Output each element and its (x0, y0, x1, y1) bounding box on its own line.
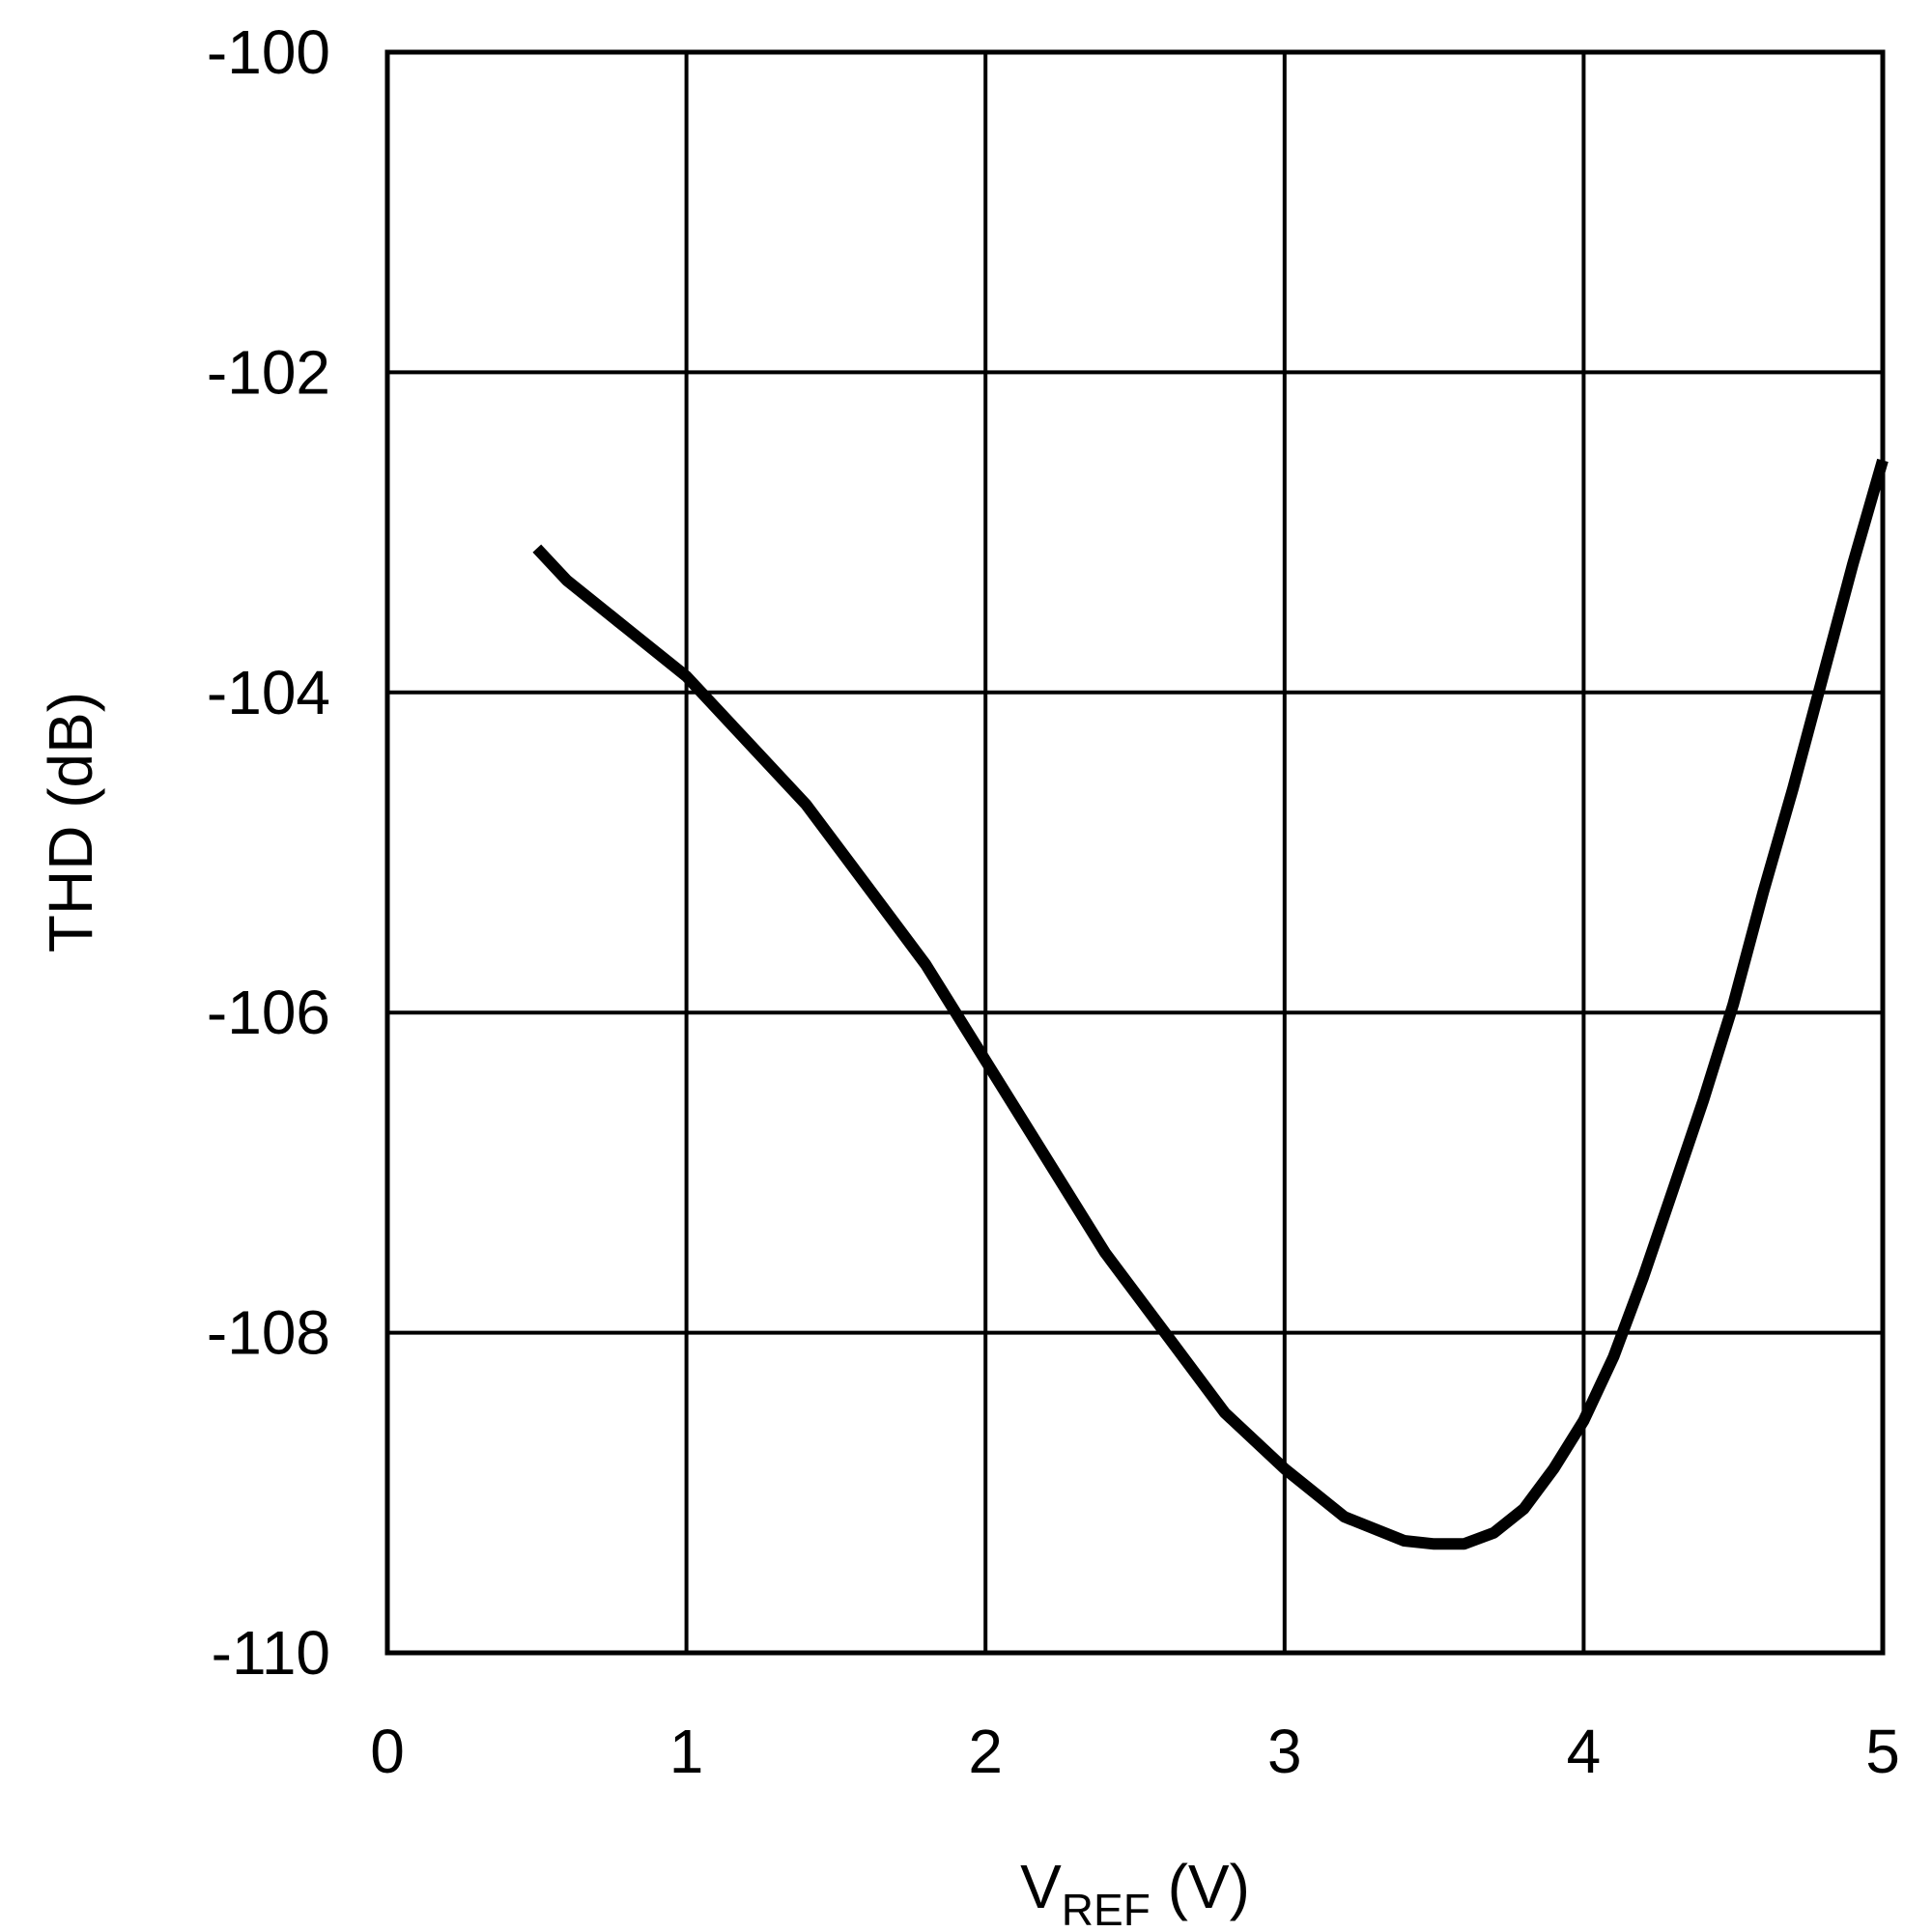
x-tick-label: 2 (968, 1717, 1003, 1786)
x-tick-label: 3 (1267, 1717, 1302, 1786)
y-tick-label: -108 (207, 1298, 330, 1368)
series-line (532, 458, 1889, 1550)
y-tick-label: -106 (207, 978, 330, 1047)
plot-frame (384, 49, 1886, 1656)
y-tick-label: -110 (212, 1618, 330, 1688)
x-tick-label: 5 (1865, 1717, 1900, 1786)
y-tick-labels: -100 -102 -104 -106 -108 -110 (207, 17, 330, 1688)
y-axis-label: THD (dB) (36, 692, 105, 952)
y-tick-label: -102 (207, 337, 330, 407)
x-tick-label: 4 (1567, 1717, 1602, 1786)
x-axis-label: VREF (V) (1020, 1852, 1250, 1932)
x-tick-label: 1 (669, 1717, 704, 1786)
x-axis-label-unit: (V) (1151, 1852, 1250, 1921)
x-tick-label: 0 (370, 1717, 405, 1786)
y-tick-label: -100 (207, 17, 330, 87)
grid (387, 52, 1883, 1653)
x-tick-labels: 0 1 2 3 4 5 (370, 1717, 1900, 1786)
y-tick-label: -104 (207, 658, 330, 727)
x-axis-label-subscript: REF (1062, 1885, 1151, 1932)
x-axis-label-main: V (1020, 1852, 1062, 1921)
series-layer (532, 458, 1889, 1550)
